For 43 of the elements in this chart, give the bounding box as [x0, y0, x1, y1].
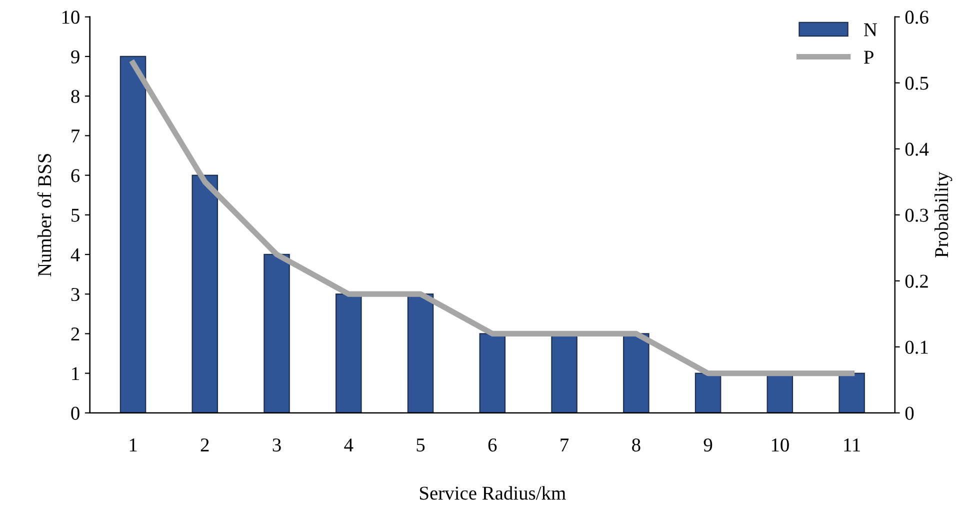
x-tick-label: 9 [704, 438, 712, 452]
x-axis-title: Service Radius/km [420, 486, 566, 500]
x-tick-label: 8 [632, 438, 640, 452]
y-tick-label: 0 [71, 406, 80, 420]
bar [838, 372, 865, 413]
y2-tick-label: 0 [905, 406, 914, 420]
bar [120, 56, 146, 413]
legend-label: P [864, 50, 874, 64]
y-tick-label: 2 [71, 328, 80, 340]
x-tick-label: 11 [844, 438, 860, 452]
y-tick-label: 1 [72, 367, 79, 380]
x-tick-label: 2 [200, 438, 209, 452]
x-tick-label: 4 [344, 438, 354, 452]
y2-tick-label: 0.6 [905, 10, 928, 24]
bar [407, 294, 434, 413]
y2-tick-label: 0.4 [905, 142, 929, 156]
y-axis-title: Number of BSS [37, 154, 52, 276]
y2-tick-label: 0.5 [905, 76, 928, 90]
y-tick-label: 6 [71, 169, 80, 182]
y-tick-label: 5 [72, 208, 80, 222]
y-tick-label: 10 [62, 10, 80, 24]
x-tick-label: 7 [560, 438, 569, 452]
y-tick-label: 4 [70, 248, 80, 262]
y2-tick-label: 0.1 [905, 340, 928, 354]
bar [336, 294, 362, 413]
y2-tick-label: 0.2 [905, 274, 928, 288]
y2-tick-label: 0.3 [905, 208, 928, 222]
legend-label: N [864, 23, 877, 36]
x-tick-label: 6 [488, 438, 497, 452]
x-tick-label: 10 [772, 438, 789, 452]
y-tick-label: 7 [72, 130, 80, 142]
x-tick-label: 5 [416, 438, 425, 452]
bar [479, 333, 506, 413]
y-tick-label: 9 [71, 50, 80, 64]
y-tick-label: 8 [71, 90, 80, 104]
y2-axis-title: Probability [934, 172, 952, 258]
x-tick-label: 1 [130, 438, 137, 452]
bar [694, 372, 722, 413]
bar [264, 254, 290, 413]
bar [192, 174, 218, 413]
x-tick-label: 3 [272, 438, 281, 452]
y-tick-label: 3 [71, 288, 80, 302]
bar [623, 333, 650, 413]
